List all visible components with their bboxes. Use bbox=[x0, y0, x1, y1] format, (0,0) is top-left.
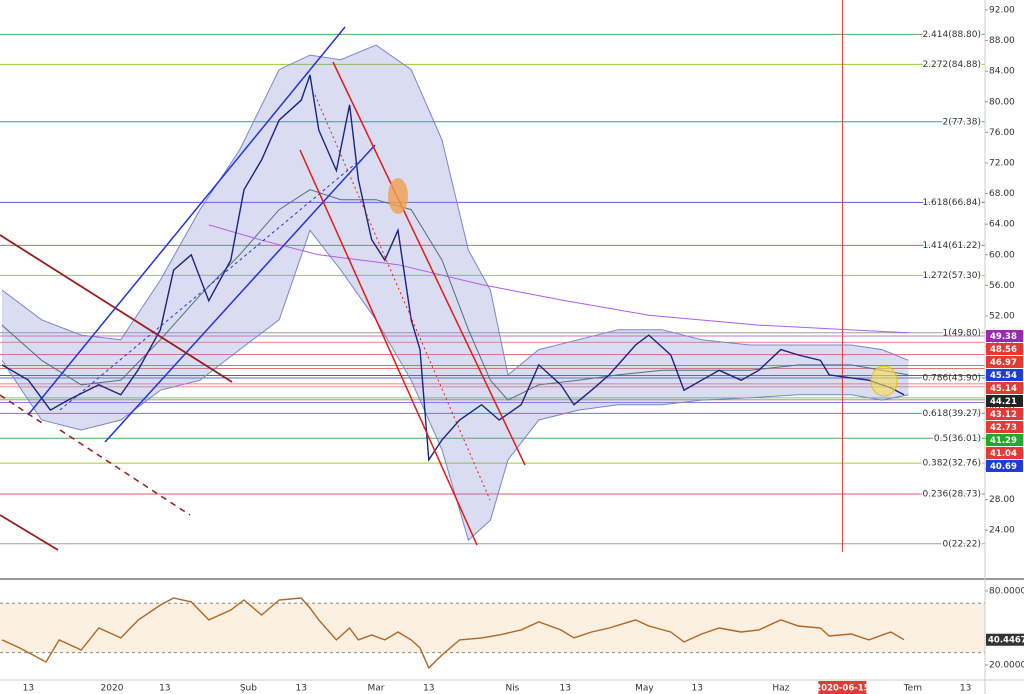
price-tag-label: 44.21 bbox=[990, 397, 1017, 407]
y-tick-label: 76.00 bbox=[989, 128, 1015, 138]
x-tick-label: Nis bbox=[505, 684, 519, 694]
rsi-band bbox=[0, 603, 985, 653]
fib-label: 1.272(57.30) bbox=[922, 271, 981, 281]
fib-label: 0(22.22) bbox=[942, 539, 981, 549]
y-tick-label: 88.00 bbox=[989, 36, 1015, 46]
trend-line bbox=[27, 26, 346, 416]
crosshair-label: 2020-06-15 bbox=[815, 684, 869, 694]
fib-label: 1.618(66.84) bbox=[922, 198, 981, 208]
trend-line bbox=[314, 94, 491, 501]
price-tag-label: 45.54 bbox=[990, 371, 1017, 381]
y-tick-label: 56.00 bbox=[989, 281, 1015, 291]
price-tag bbox=[986, 343, 1023, 356]
fib-label: 0.382(32.76) bbox=[922, 459, 981, 469]
fib-label: 1(49.80) bbox=[942, 328, 981, 338]
y-tick-label: 92.00 bbox=[989, 5, 1015, 15]
price-line bbox=[208, 224, 909, 334]
price-tag bbox=[986, 330, 1023, 343]
x-tick-label: 13 bbox=[960, 684, 971, 694]
price-tag bbox=[986, 382, 1023, 395]
price-tag bbox=[986, 369, 1023, 382]
x-tick-label: 13 bbox=[691, 684, 702, 694]
price-tag-label: 46.97 bbox=[990, 358, 1017, 368]
price-line bbox=[1, 44, 909, 376]
x-tick-label: 13 bbox=[423, 684, 434, 694]
fib-label: 0.786(43.90) bbox=[922, 373, 981, 383]
y-tick-label: 64.00 bbox=[989, 220, 1015, 230]
x-tick-label: 13 bbox=[559, 684, 570, 694]
x-tick-label: Tem bbox=[903, 684, 922, 694]
price-tag-label: 49.38 bbox=[990, 332, 1017, 342]
trend-line bbox=[299, 149, 478, 546]
y-tick-label: 80.0000 bbox=[989, 586, 1024, 596]
y-tick-label: 24.00 bbox=[989, 526, 1015, 536]
fib-label: 2.414(88.80) bbox=[922, 30, 981, 40]
y-tick-label: 28.00 bbox=[989, 495, 1015, 505]
trend-line bbox=[104, 144, 376, 443]
price-tag-label: 45.14 bbox=[990, 384, 1017, 394]
price-tag bbox=[986, 434, 1023, 447]
price-tag bbox=[986, 356, 1023, 369]
last-value-label: 40.4467 bbox=[988, 636, 1024, 646]
price-line bbox=[1, 74, 905, 462]
price-tag-label: 41.29 bbox=[990, 436, 1017, 446]
fib-label: 1.414(61.22) bbox=[922, 241, 981, 251]
x-tick-label: 13 bbox=[23, 684, 34, 694]
fib-label: 0.618(39.27) bbox=[922, 409, 981, 419]
trend-line bbox=[0, 514, 59, 551]
y-tick-label: 84.00 bbox=[989, 67, 1015, 77]
rsi-line bbox=[1, 597, 905, 670]
drawings bbox=[0, 26, 898, 551]
y-tick-label: 68.00 bbox=[989, 189, 1015, 199]
price-tag-label: 41.04 bbox=[990, 449, 1017, 459]
y-tick-label: 72.00 bbox=[989, 158, 1015, 168]
price-tag-label: 40.69 bbox=[990, 462, 1017, 472]
x-tick-label: Mar bbox=[368, 684, 385, 694]
x-tick-label: Haz bbox=[772, 684, 789, 694]
price-tag-label: 48.56 bbox=[990, 345, 1017, 355]
y-tick-label: 20.0000 bbox=[989, 660, 1024, 670]
price-tag bbox=[986, 447, 1023, 460]
x-tick-label: Şub bbox=[240, 684, 257, 694]
trend-line bbox=[332, 61, 526, 466]
x-tick-label: 13 bbox=[159, 684, 170, 694]
fib-label: 2.272(84.88) bbox=[922, 60, 981, 70]
y-tick-label: 60.00 bbox=[989, 250, 1015, 260]
last-value-tag bbox=[986, 633, 1024, 646]
fib-label: 0.236(28.73) bbox=[922, 489, 981, 499]
y-tick-label: 52.00 bbox=[989, 311, 1015, 321]
crosshair-tag bbox=[818, 681, 867, 694]
y-tick-label: 80.00 bbox=[989, 97, 1015, 107]
x-tick-label: 13 bbox=[295, 684, 306, 694]
trend-line bbox=[59, 429, 191, 516]
price-tag bbox=[986, 421, 1023, 434]
highlight-ellipse bbox=[870, 365, 898, 397]
trend-line bbox=[0, 394, 46, 426]
highlight-ellipse bbox=[388, 178, 408, 214]
price-tag-label: 42.73 bbox=[990, 423, 1017, 433]
price-tag bbox=[986, 460, 1023, 473]
price-line bbox=[1, 189, 909, 401]
x-tick-label: May bbox=[635, 684, 654, 694]
price-tag-label: 43.12 bbox=[990, 410, 1017, 420]
price-tag bbox=[986, 408, 1023, 421]
trend-line bbox=[0, 234, 233, 383]
price-tag bbox=[986, 395, 1023, 408]
fib-label: 0.5(36.01) bbox=[934, 434, 981, 444]
fib-label: 2(77.38) bbox=[942, 117, 981, 127]
x-tick-label: 2020 bbox=[101, 684, 124, 694]
trend-line bbox=[59, 159, 361, 411]
